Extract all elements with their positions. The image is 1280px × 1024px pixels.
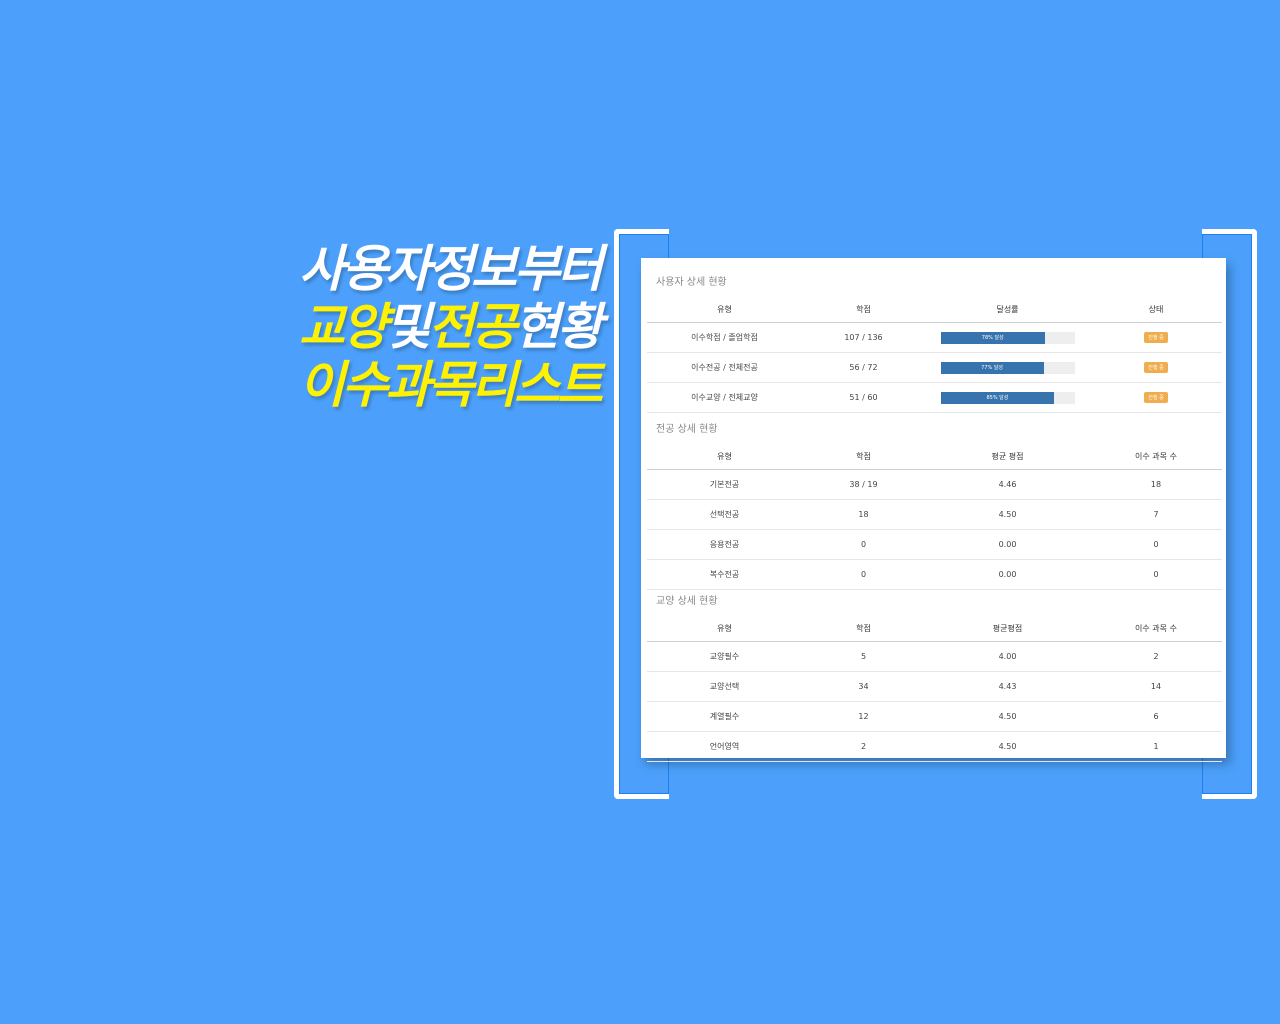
cell-type: 이수전공 / 전체전공 (647, 352, 802, 383)
table-header-row: 유형 학점 평균 평점 이수 과목 수 (647, 443, 1222, 470)
cell-course-count: 6 (1090, 701, 1222, 732)
cell-credits: 12 (802, 701, 925, 732)
frame-bracket-left (614, 229, 669, 799)
cell-type: 선택전공 (647, 499, 802, 530)
col-header-avg-gpa: 평균 평점 (925, 443, 1090, 470)
status-badge: 진행 중 (1144, 362, 1168, 373)
cell-course-count: 0 (1090, 559, 1222, 590)
cell-course-count: 0 (1090, 529, 1222, 560)
table-header-row: 유형 학점 평균평점 이수 과목 수 (647, 615, 1222, 642)
cell-status: 진행 중 (1090, 322, 1222, 353)
headline-and: 및 (385, 298, 431, 356)
cell-credits: 0 (802, 559, 925, 590)
progress-fill: 77% 달성 (940, 361, 1044, 374)
table-row: 이수학점 / 졸업학점 107 / 136 78% 달성 진행 중 (647, 322, 1222, 353)
cell-avg-gpa: 0.00 (925, 529, 1090, 560)
cell-course-count: 1 (1090, 731, 1222, 762)
cell-progress: 78% 달성 (925, 322, 1090, 353)
promo-headline: 사용자정보부터 교양및전공현황 이수과목리스트 (270, 240, 603, 414)
table-row: 교양선택 34 4.43 14 (647, 671, 1222, 702)
cell-type: 언어영역 (647, 731, 802, 762)
cell-credits: 56 / 72 (802, 352, 925, 383)
table-row: 이수교양 / 전체교양 51 / 60 85% 달성 진행 중 (647, 382, 1222, 413)
user-section-title: 사용자 상세 현황 (656, 277, 727, 288)
cell-credits: 107 / 136 (802, 322, 925, 353)
progress-bar: 78% 달성 (940, 331, 1075, 344)
headline-line-2: 교양및전공현황 (270, 298, 603, 356)
cell-credits: 2 (802, 731, 925, 762)
col-header-course-count: 이수 과목 수 (1090, 615, 1222, 642)
cell-course-count: 7 (1090, 499, 1222, 530)
cell-progress: 85% 달성 (925, 382, 1090, 413)
col-header-status: 상태 (1090, 296, 1222, 323)
cell-type: 이수교양 / 전체교양 (647, 382, 802, 413)
cell-type: 복수전공 (647, 559, 802, 590)
status-panel: 사용자 상세 현황 유형 학점 달성률 상태 이수학점 / 졸업학점 107 / … (641, 258, 1226, 762)
col-header-type: 유형 (647, 615, 802, 642)
cell-progress: 77% 달성 (925, 352, 1090, 383)
cell-credits: 34 (802, 671, 925, 702)
progress-bar: 77% 달성 (940, 361, 1075, 374)
cell-avg-gpa: 4.00 (925, 641, 1090, 672)
cell-credits: 5 (802, 641, 925, 672)
col-header-credits: 학점 (802, 443, 925, 470)
status-badge: 진행 중 (1144, 392, 1168, 403)
table-header-row: 유형 학점 달성률 상태 (647, 296, 1222, 323)
table-row: 이수전공 / 전체전공 56 / 72 77% 달성 진행 중 (647, 352, 1222, 383)
table-row: 교양필수 5 4.00 2 (647, 641, 1222, 672)
status-badge: 진행 중 (1144, 332, 1168, 343)
headline-highlight-liberal: 교양 (299, 298, 388, 356)
col-header-type: 유형 (647, 443, 802, 470)
cell-type: 기본전공 (647, 469, 802, 500)
cell-credits: 0 (802, 529, 925, 560)
cell-avg-gpa: 4.50 (925, 701, 1090, 732)
col-header-avg-gpa: 평균평점 (925, 615, 1090, 642)
table-row: 기본전공 38 / 19 4.46 18 (647, 469, 1222, 500)
cell-credits: 18 (802, 499, 925, 530)
headline-status: 현황 (514, 298, 603, 356)
table-row: 응용전공 0 0.00 0 (647, 529, 1222, 560)
table-row: 계열필수 12 4.50 6 (647, 701, 1222, 732)
headline-line-3: 이수과목리스트 (299, 356, 603, 414)
cell-avg-gpa: 4.46 (925, 469, 1090, 500)
cell-type: 교양선택 (647, 671, 802, 702)
major-section-title: 전공 상세 현황 (656, 424, 718, 435)
cell-status: 진행 중 (1090, 382, 1222, 413)
cell-status: 진행 중 (1090, 352, 1222, 383)
cell-avg-gpa: 4.50 (925, 499, 1090, 530)
cell-credits: 51 / 60 (802, 382, 925, 413)
headline-line-1: 사용자정보부터 (299, 240, 603, 298)
liberal-section-title: 교양 상세 현황 (656, 596, 718, 607)
user-status-table: 유형 학점 달성률 상태 이수학점 / 졸업학점 107 / 136 78% 달성 진… (647, 296, 1222, 413)
table-row: 선택전공 18 4.50 7 (647, 499, 1222, 530)
liberal-status-table: 유형 학점 평균평점 이수 과목 수 교양필수 5 4.00 2 교양선택 34 4.43 1… (647, 615, 1222, 762)
cell-credits: 38 / 19 (802, 469, 925, 500)
col-header-progress: 달성률 (925, 296, 1090, 323)
col-header-credits: 학점 (802, 296, 925, 323)
cell-type: 교양필수 (647, 641, 802, 672)
progress-fill: 78% 달성 (940, 331, 1046, 344)
cell-type: 응용전공 (647, 529, 802, 560)
col-header-credits: 학점 (802, 615, 925, 642)
progress-bar: 85% 달성 (940, 391, 1075, 404)
cell-course-count: 14 (1090, 671, 1222, 702)
cell-avg-gpa: 4.43 (925, 671, 1090, 702)
cell-course-count: 2 (1090, 641, 1222, 672)
major-status-table: 유형 학점 평균 평점 이수 과목 수 기본전공 38 / 19 4.46 18 선택전… (647, 443, 1222, 590)
table-row: 복수전공 0 0.00 0 (647, 559, 1222, 590)
col-header-type: 유형 (647, 296, 802, 323)
cell-type: 계열필수 (647, 701, 802, 732)
cell-type: 이수학점 / 졸업학점 (647, 322, 802, 353)
cell-course-count: 18 (1090, 469, 1222, 500)
table-row: 언어영역 2 4.50 1 (647, 731, 1222, 762)
cell-avg-gpa: 4.50 (925, 731, 1090, 762)
progress-fill: 85% 달성 (940, 391, 1055, 404)
cell-avg-gpa: 0.00 (925, 559, 1090, 590)
frame-bracket-right (1202, 229, 1257, 799)
headline-highlight-major: 전공 (428, 298, 517, 356)
col-header-course-count: 이수 과목 수 (1090, 443, 1222, 470)
